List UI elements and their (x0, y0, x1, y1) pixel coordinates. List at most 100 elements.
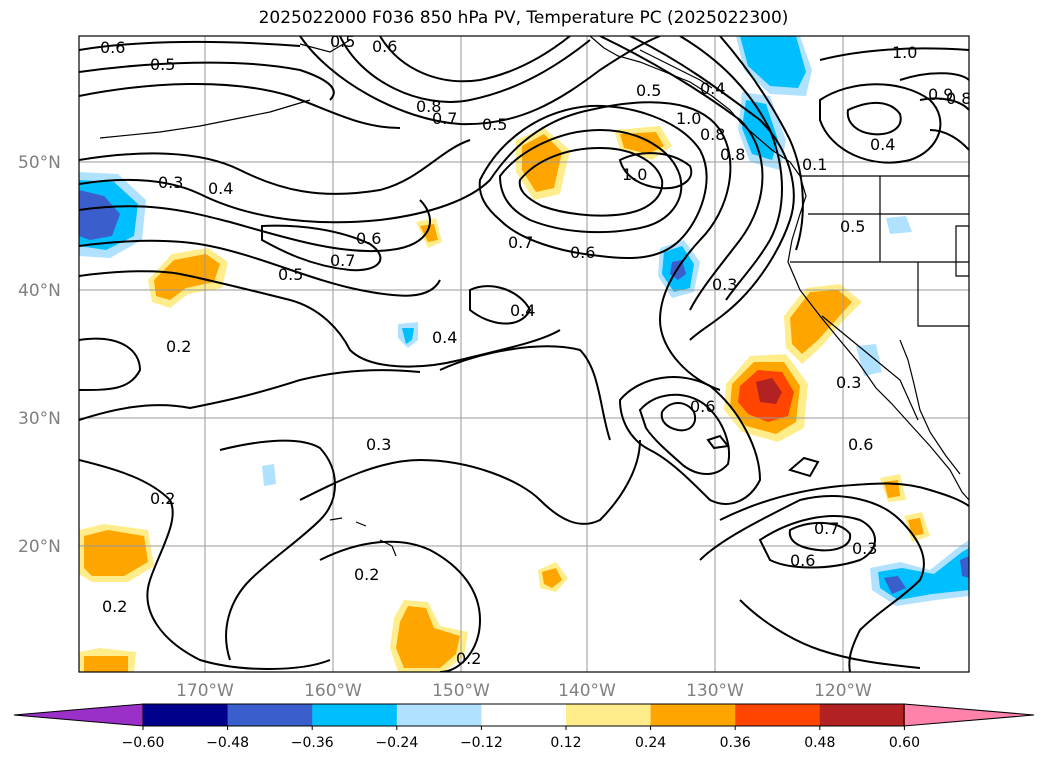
colorbar-tick-label: 0.24 (635, 735, 666, 751)
contour-label: 0.6 (372, 37, 397, 56)
contour-label: 0.6 (100, 38, 125, 57)
contour-label: 0.2 (150, 489, 175, 508)
contour-label: 0.6 (790, 551, 815, 570)
warm-blob (542, 568, 562, 588)
cold-blob (79, 190, 120, 240)
warm-blob (620, 132, 664, 154)
contour-label: 0.7 (814, 519, 839, 538)
contour-label: 0.4 (208, 179, 233, 198)
contour-label: 0.5 (278, 265, 303, 284)
contour-label: 0.6 (690, 397, 715, 416)
warm-blob (756, 378, 782, 404)
warm-blob (396, 606, 460, 668)
colorbar-swatch (566, 704, 652, 726)
contour-label: 1.0 (676, 109, 701, 128)
colorbar-swatch (735, 704, 821, 726)
map-title: 2025022000 F036 850 hPa PV, Temperature … (258, 8, 789, 28)
contour-label: 0.9 (928, 85, 953, 104)
colorbar-tick-label: −0.60 (122, 735, 165, 751)
lat-tick-label: 20°N (18, 537, 61, 557)
colorbar-tick-label: −0.12 (460, 735, 503, 751)
contour-label: 0.4 (870, 135, 895, 154)
contour-label: 0.7 (432, 109, 457, 128)
colorbar-swatch (312, 704, 398, 726)
contour-label: 0.6 (848, 435, 873, 454)
contour-label: 0.2 (102, 597, 127, 616)
contour-label: 0.6 (356, 229, 381, 248)
colorbar-swatch (143, 704, 229, 726)
warm-blob (420, 224, 438, 242)
contour-label: 0.7 (330, 251, 355, 270)
contour-label: 0.4 (700, 79, 725, 98)
cold-blob (402, 328, 414, 344)
colorbar-swatch (819, 704, 905, 726)
lat-tick-label: 30°N (18, 409, 61, 429)
contour-label: 0.3 (852, 539, 877, 558)
colorbar-tick-label: −0.48 (206, 735, 249, 751)
lat-axis: 50°N 40°N 30°N 20°N (18, 153, 61, 557)
cold-blob (884, 576, 906, 594)
lon-tick-label: 120°W (814, 681, 872, 701)
colorbar-tick-label: −0.24 (375, 735, 418, 751)
contour-label: 1.0 (622, 165, 647, 184)
lon-axis: 170°W 160°W 150°W 140°W 130°W 120°W (176, 681, 872, 701)
contour-label: 0.2 (456, 649, 481, 668)
contour-label: 0.4 (510, 301, 535, 320)
contour-label: 0.4 (432, 328, 457, 347)
contour-labels: 0.6 0.5 0.5 0.6 0.8 0.7 0.5 0.5 0.4 1.0 … (100, 32, 971, 668)
lat-tick-label: 40°N (18, 281, 61, 301)
colorbar-tick-label: −0.36 (291, 735, 334, 751)
contour-label: 0.8 (700, 125, 725, 144)
colorbar-tick-label: 0.12 (550, 735, 581, 751)
contour-label: 0.3 (158, 173, 183, 192)
contour-label: 0.3 (836, 373, 861, 392)
contour-label: 0.5 (636, 81, 661, 100)
colorbar-swatch (481, 704, 567, 726)
map-area (79, 36, 969, 672)
contour-label: 0.7 (508, 233, 533, 252)
cold-blob (960, 556, 969, 578)
colorbar: −0.60 −0.48 −0.36 −0.24 −0.12 0.12 0.24 0.36 0.4… (13, 703, 1035, 751)
lon-tick-label: 170°W (176, 681, 234, 701)
colorbar-extend-min (14, 704, 143, 726)
contour-label: 0.6 (570, 243, 595, 262)
map-frame (78, 35, 970, 673)
cold-blob (740, 36, 806, 88)
contour-label: 0.8 (720, 145, 745, 164)
contour-label: 0.3 (366, 435, 391, 454)
contour-label: 0.5 (150, 55, 175, 74)
contour-label: 1.0 (892, 43, 917, 62)
contour-label: 0.2 (166, 337, 191, 356)
warm-blob (790, 290, 852, 354)
contour-label: 0.2 (354, 565, 379, 584)
colorbar-swatch (396, 704, 482, 726)
pv-contours (79, 36, 969, 672)
graticule (79, 36, 969, 672)
colorbar-swatch (650, 704, 736, 726)
warm-blob (154, 254, 220, 300)
lon-tick-label: 130°W (686, 681, 744, 701)
colorbar-swatch (227, 704, 313, 726)
contour-label: 0.3 (712, 275, 737, 294)
contour-label: 0.5 (330, 32, 355, 51)
contour-label: 0.5 (840, 217, 865, 236)
warm-blob (84, 530, 148, 576)
lat-tick-label: 50°N (18, 153, 61, 173)
cold-blob (262, 464, 276, 486)
colorbar-tick-label: 0.36 (720, 735, 751, 751)
lon-tick-label: 160°W (304, 681, 362, 701)
lon-tick-label: 140°W (558, 681, 616, 701)
cold-blob (742, 100, 778, 160)
colorbar-tick-label: 0.60 (889, 735, 920, 751)
contour-label: 0.1 (802, 155, 827, 174)
colorbar-tick-label: 0.48 (804, 735, 835, 751)
warm-blob (908, 518, 924, 536)
warm-blob (84, 656, 128, 672)
lon-tick-label: 150°W (432, 681, 490, 701)
colorbar-extend-max (904, 704, 1034, 726)
contour-label: 0.8 (416, 97, 441, 116)
contour-label: 0.5 (482, 115, 507, 134)
contour-label: 0.8 (946, 89, 971, 108)
cold-blob (886, 216, 912, 234)
